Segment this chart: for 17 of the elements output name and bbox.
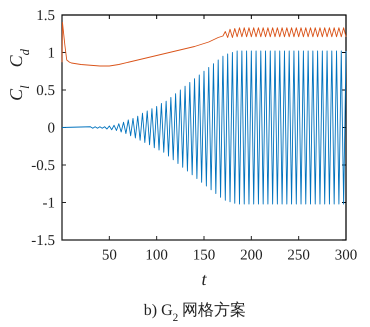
y-tick-label: 1.5 xyxy=(36,8,55,24)
x-tick-label: 200 xyxy=(240,248,263,264)
x-tick-label: 150 xyxy=(192,248,216,264)
y-tick-label: -0.5 xyxy=(31,158,55,174)
y-tick-label: 0 xyxy=(48,120,55,136)
line-series xyxy=(62,50,346,204)
y-tick-label: -1.5 xyxy=(31,232,55,249)
text: b) G$_{2}$ 网格方案 xyxy=(144,301,246,324)
x-axis-title: t xyxy=(201,269,208,289)
x-tick-label: 100 xyxy=(145,248,168,264)
y-tick-label: 1 xyxy=(48,45,55,62)
x-tick-label: 50 xyxy=(102,248,117,264)
x-tick-label: 300 xyxy=(334,248,358,264)
y-tick-label: -1 xyxy=(42,195,55,212)
y-tick-label: 0.5 xyxy=(36,82,55,99)
line-series xyxy=(62,22,346,66)
x-tick-label: 250 xyxy=(287,248,310,264)
